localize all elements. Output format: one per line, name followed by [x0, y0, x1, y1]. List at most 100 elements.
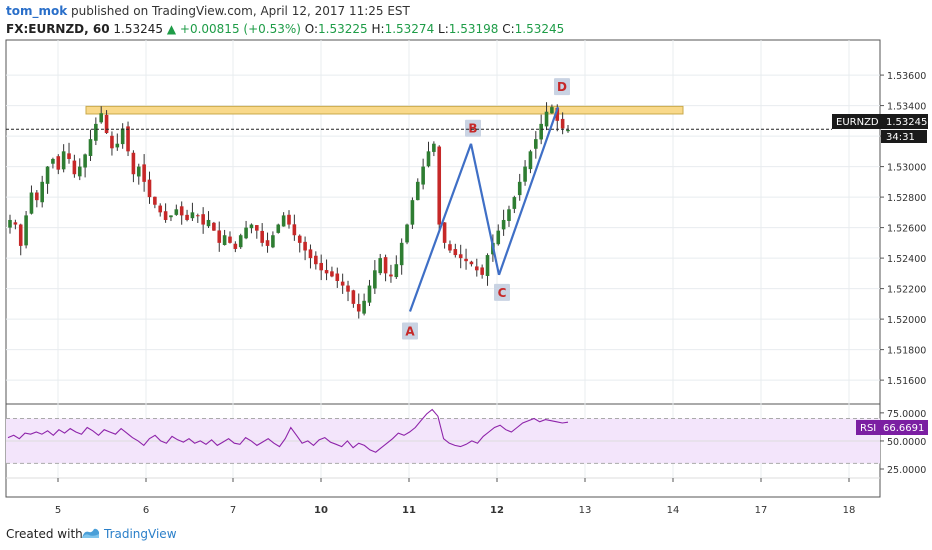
candle-body — [147, 179, 152, 198]
candle-body — [265, 240, 270, 246]
candle-body — [72, 160, 77, 175]
author-link[interactable]: tom_mok — [6, 4, 68, 18]
countdown-value: 34:31 — [886, 132, 915, 143]
y-tick-label: 1.51800 — [887, 346, 926, 357]
candle-body — [35, 192, 39, 201]
candle-body — [174, 209, 179, 215]
x-tick-label: 17 — [755, 505, 768, 516]
y-tick-label: 1.51600 — [887, 376, 926, 387]
candle-body — [287, 214, 291, 225]
candle-body — [222, 235, 227, 246]
candle-body — [297, 235, 302, 243]
candle-body — [115, 143, 120, 148]
candle-body — [163, 211, 168, 220]
candle-body — [292, 224, 297, 236]
countdown-bg — [881, 130, 927, 143]
rsi-tick-label: 25.0000 — [887, 465, 926, 476]
candle-body — [260, 230, 264, 243]
x-tick-label: 7 — [230, 505, 236, 516]
candle-body — [131, 152, 136, 175]
candle-body — [442, 222, 447, 243]
candle-body — [550, 107, 554, 114]
candle-body — [523, 166, 527, 182]
candle-body — [206, 219, 211, 227]
candle-body — [104, 114, 109, 134]
rsi-tag-bg — [856, 420, 928, 435]
candle-body — [566, 129, 570, 132]
candle-body — [88, 139, 93, 156]
candle-body — [437, 146, 442, 225]
candle-body — [340, 281, 345, 286]
chart-frame — [5, 39, 881, 498]
candle-body — [67, 153, 71, 159]
candle-body — [308, 249, 313, 259]
candle-body — [153, 196, 157, 205]
rsi-panel: 75.0000 50.0000 25.0000 — [6, 408, 926, 476]
chart-canvas[interactable]: 1.536001.534001.532001.530001.528001.526… — [0, 0, 932, 518]
symbol-label: FX:EURNZD, 60 — [6, 22, 110, 36]
resistance-zone[interactable] — [85, 105, 684, 115]
candle-body — [83, 154, 87, 168]
candle-body — [51, 158, 55, 164]
candle-body — [319, 262, 323, 271]
candle-body — [217, 230, 222, 243]
ohlc-line: FX:EURNZD, 60 1.53245 ▲ +0.00815 (+0.53%… — [6, 20, 926, 38]
pattern-label-a: A — [405, 324, 415, 338]
candle-body — [373, 270, 377, 289]
candle-body — [469, 261, 474, 265]
candle-body — [560, 118, 565, 129]
y-tick-label: 1.53400 — [887, 102, 926, 113]
candle-body — [276, 224, 281, 233]
candle-body — [324, 270, 329, 274]
candle-body — [399, 242, 404, 266]
candle-body — [169, 215, 173, 218]
price-tag-value: 1.53245 — [886, 117, 927, 128]
resistance-zone-rect — [85, 105, 684, 115]
candle-body — [351, 290, 356, 304]
x-tick-label: 11 — [402, 505, 416, 516]
rsi-line — [7, 408, 569, 453]
abcd-pattern[interactable]: A B C D — [402, 78, 570, 340]
candlestick-series — [8, 102, 570, 319]
x-tick-label: 10 — [314, 505, 328, 516]
candle-body — [517, 181, 522, 196]
candle-body — [303, 241, 307, 251]
candle-body — [528, 151, 533, 170]
created-with-text: Created with — [6, 527, 83, 541]
candle-body — [421, 166, 425, 185]
candle-body — [362, 300, 366, 314]
candle-body — [158, 205, 163, 213]
candle-body — [410, 200, 415, 225]
candle-body — [120, 128, 125, 145]
tradingview-brand[interactable]: TradingView — [104, 527, 177, 541]
chart-header: tom_mok published on TradingView.com, Ap… — [6, 2, 926, 38]
candle-body — [29, 192, 34, 214]
candle-body — [45, 166, 50, 184]
last-price: 1.53245 — [113, 22, 164, 36]
candle-body — [249, 224, 254, 229]
candle-body — [314, 255, 318, 265]
candle-body — [136, 166, 141, 177]
publish-line: tom_mok published on TradingView.com, Ap… — [6, 2, 926, 20]
chart-border — [5, 39, 881, 498]
candle-body — [185, 214, 189, 220]
pattern-label-bg — [554, 78, 570, 96]
candle-body — [212, 222, 216, 231]
open-value: 1.53225 — [318, 22, 368, 36]
y-tick-label: 1.53000 — [887, 163, 926, 174]
x-tick-label: 18 — [843, 505, 856, 516]
high-value: 1.53274 — [384, 22, 435, 36]
price-tag-symbol: EURNZD — [836, 117, 879, 128]
high-label: H: — [371, 22, 385, 36]
candle-body — [512, 197, 517, 209]
candle-body — [233, 243, 238, 249]
tradingview-logo-icon[interactable] — [80, 526, 100, 540]
footer-bar: Created with TradingView — [0, 518, 932, 550]
candle-body — [238, 235, 243, 248]
low-label: L: — [438, 22, 449, 36]
pattern-label-b: B — [468, 122, 477, 136]
pattern-leg — [408, 143, 473, 312]
candle-body — [555, 108, 560, 121]
price-tags: EURNZD 1.53245 34:31 RSI 66.6691 — [832, 114, 928, 435]
candle-body — [335, 273, 340, 281]
